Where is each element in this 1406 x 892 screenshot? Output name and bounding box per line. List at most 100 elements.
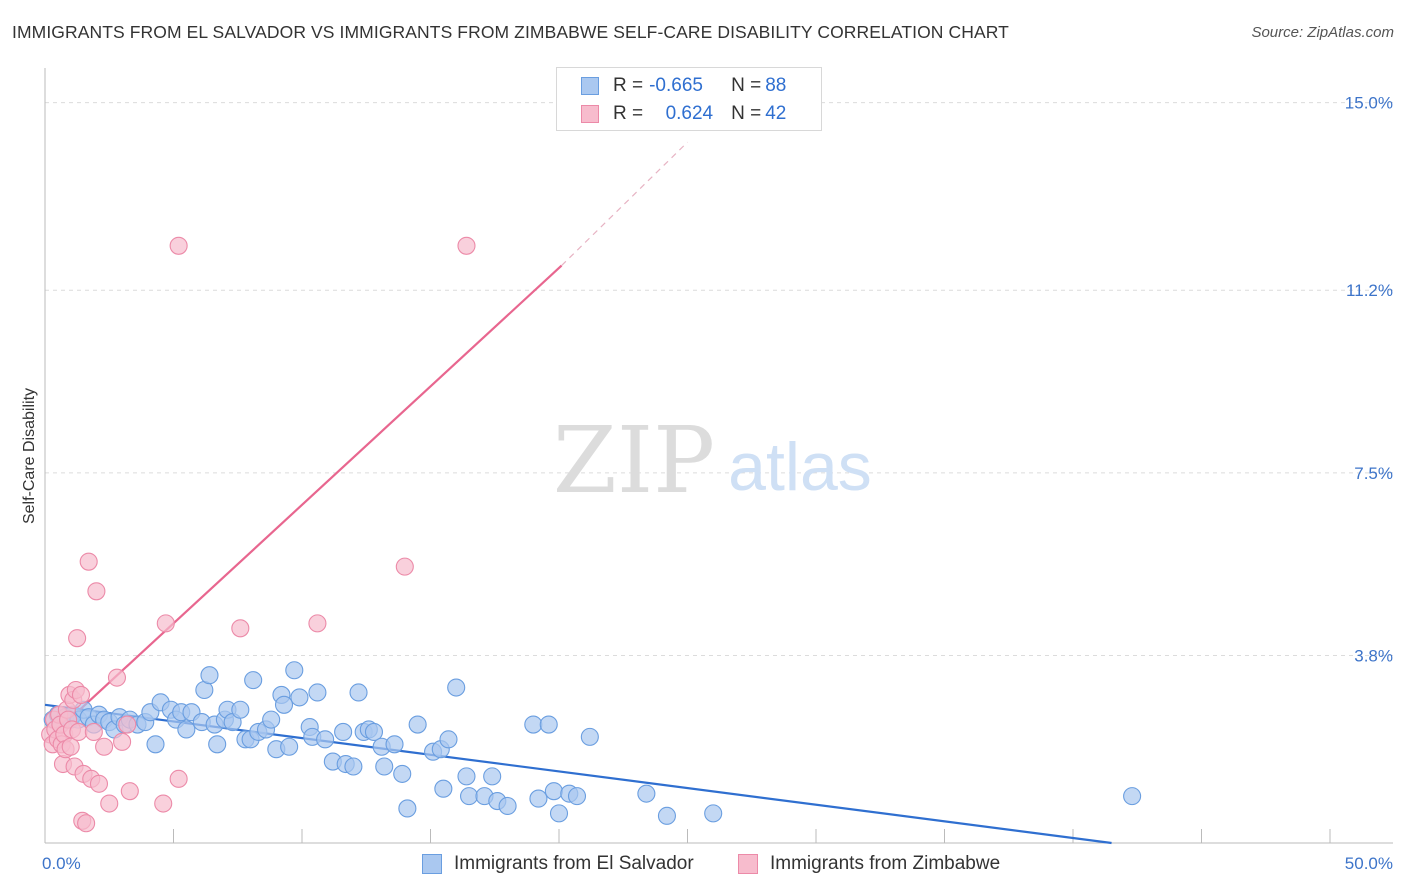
legend-r-label: R = bbox=[613, 75, 644, 96]
scatter-point bbox=[1123, 787, 1142, 806]
scatter-point bbox=[120, 782, 139, 801]
legend-n-value: 42 bbox=[765, 103, 787, 124]
scatter-point bbox=[285, 661, 304, 680]
bottom-legend-swatch-blue bbox=[422, 854, 442, 874]
scatter-point bbox=[364, 722, 384, 742]
scatter-point bbox=[169, 769, 188, 788]
scatter-point bbox=[290, 688, 309, 707]
bottom-legend-swatch-pink bbox=[738, 854, 758, 874]
scatter-point bbox=[567, 787, 587, 806]
scatter-point bbox=[280, 737, 299, 756]
y-tick-label: 3.8% bbox=[1354, 646, 1393, 665]
bottom-legend-label: Immigrants from El Salvador bbox=[454, 853, 694, 874]
legend-r-value: 0.624 bbox=[665, 103, 714, 124]
y-tick-label: 7.5% bbox=[1354, 464, 1393, 483]
scatter-point bbox=[200, 666, 219, 685]
scatter-point bbox=[544, 782, 563, 801]
scatter-point bbox=[657, 806, 676, 825]
scatter-point bbox=[107, 668, 127, 687]
scatter-point bbox=[498, 796, 517, 816]
scatter-point bbox=[393, 764, 412, 783]
scatter-point bbox=[146, 735, 165, 754]
scatter-point bbox=[231, 700, 250, 719]
scatter-point bbox=[524, 715, 543, 734]
scatter-point bbox=[156, 614, 175, 633]
scatter-point bbox=[87, 582, 106, 601]
scatter-point bbox=[95, 737, 114, 756]
scatter-point bbox=[274, 695, 294, 714]
bottom-legend-el-salvador: Immigrants from El Salvador bbox=[422, 852, 694, 876]
y-tick-label: 15.0% bbox=[1345, 94, 1393, 113]
scatter-point bbox=[77, 814, 96, 833]
legend-swatch-blue bbox=[581, 77, 599, 95]
scatter-point bbox=[580, 727, 599, 746]
y-tick-label: 11.2% bbox=[1346, 281, 1393, 300]
scatter-point bbox=[177, 720, 196, 739]
scatter-point bbox=[447, 678, 466, 697]
scatter-point bbox=[637, 784, 656, 803]
legend-n-value: 88 bbox=[765, 75, 787, 96]
x-tick-label: 50.0% bbox=[1345, 854, 1393, 873]
scatter-point bbox=[704, 804, 723, 823]
watermark: ZIP atlas bbox=[553, 407, 872, 514]
scatter-point bbox=[457, 236, 476, 255]
scatter-point bbox=[375, 757, 394, 776]
scatter-point bbox=[434, 779, 453, 798]
legend-swatch-pink bbox=[581, 105, 599, 123]
scatter-point bbox=[100, 794, 119, 813]
chart-title: IMMIGRANTS FROM EL SALVADOR VS IMMIGRANT… bbox=[12, 22, 1009, 42]
legend-r-value: -0.665 bbox=[649, 75, 703, 96]
scatter-point bbox=[89, 774, 109, 793]
x-tick-label: 0.0% bbox=[42, 854, 81, 873]
data-points bbox=[41, 236, 1142, 833]
y-axis-label: Self-Care Disability bbox=[21, 388, 38, 524]
legend-row-el-salvador: R = -0.665 N = 88 bbox=[581, 73, 786, 99]
bottom-legend-label: Immigrants from Zimbabwe bbox=[770, 853, 1001, 874]
trendline-extension-pink bbox=[561, 141, 688, 266]
scatter-point bbox=[316, 730, 335, 749]
scatter-point bbox=[483, 767, 502, 786]
scatter-point bbox=[68, 629, 87, 648]
scatter-point bbox=[334, 722, 353, 742]
scatter-point bbox=[71, 685, 91, 704]
bottom-legend-zimbabwe: Immigrants from Zimbabwe bbox=[738, 852, 1000, 876]
scatter-point bbox=[398, 799, 417, 818]
scatter-point bbox=[84, 722, 103, 742]
source-credit: Source: ZipAtlas.com bbox=[1251, 24, 1394, 41]
trendline-pink bbox=[44, 264, 563, 743]
legend-n-label: N = bbox=[731, 75, 762, 96]
scatter-point bbox=[244, 671, 263, 690]
scatter-point bbox=[308, 683, 327, 702]
scatter-point bbox=[459, 787, 479, 806]
scatter-point bbox=[539, 715, 558, 734]
scatter-point bbox=[262, 710, 281, 729]
scatter-point bbox=[439, 730, 458, 749]
scatter-point bbox=[529, 789, 548, 808]
scatter-point bbox=[344, 757, 363, 776]
scatter-point bbox=[408, 715, 427, 734]
watermark-atlas: atlas bbox=[728, 429, 872, 505]
scatter-point bbox=[308, 614, 327, 633]
scatter-point bbox=[395, 557, 414, 576]
gridlines bbox=[45, 102, 1393, 656]
scatter-point bbox=[154, 794, 173, 813]
legend-r-label: R = bbox=[613, 103, 644, 124]
scatter-point bbox=[349, 683, 368, 702]
scatter-point bbox=[69, 722, 88, 742]
watermark-zip: ZIP bbox=[553, 407, 715, 514]
legend-row-zimbabwe: R = 0.624 N = 42 bbox=[581, 101, 786, 127]
scatter-point bbox=[79, 552, 98, 571]
scatter-point bbox=[457, 767, 476, 786]
scatter-point bbox=[113, 732, 132, 751]
scatter-point bbox=[549, 804, 569, 823]
axes bbox=[44, 68, 1393, 844]
legend-n-label: N = bbox=[731, 103, 762, 124]
correlation-legend: R = -0.665 N = 88 R = 0.624 N = 42 bbox=[556, 67, 822, 131]
scatter-point bbox=[118, 715, 137, 734]
scatter-point bbox=[231, 619, 250, 638]
tick-labels: 3.8% 7.5% 11.2% 15.0% 0.0% 50.0% bbox=[42, 94, 1393, 873]
scatter-point bbox=[385, 735, 404, 754]
scatter-point bbox=[169, 236, 188, 255]
scatter-point bbox=[208, 735, 227, 754]
